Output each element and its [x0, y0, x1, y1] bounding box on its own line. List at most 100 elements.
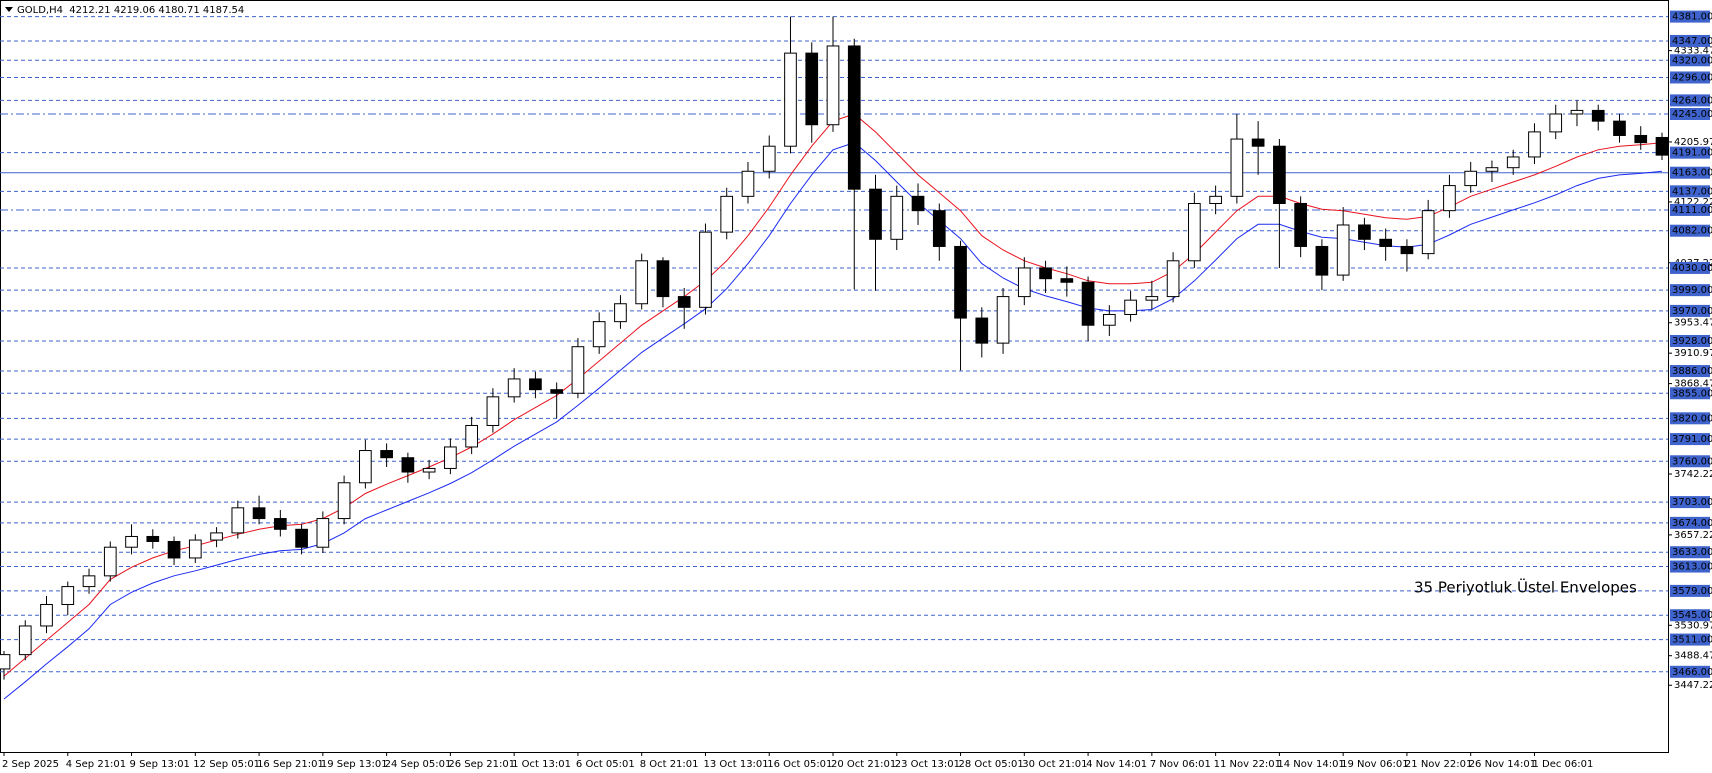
y-tick-label: 3953.47: [1674, 318, 1712, 329]
price-level-tag: [1670, 633, 1710, 646]
price-level-tag: [1670, 433, 1710, 446]
candle-body: [1102, 313, 1116, 326]
x-tick-label: 8 Oct 21:01: [640, 759, 699, 770]
y-tick-label: 3910.97: [1674, 348, 1712, 359]
candle-body: [1400, 245, 1414, 255]
candle-body: [592, 321, 606, 348]
price-level-label: 3760.00: [1672, 456, 1712, 467]
candle-body: [1613, 120, 1626, 136]
price-level-tag: [1670, 166, 1710, 179]
x-tick-label: 16 Oct 05:01: [767, 759, 832, 770]
candle-body: [444, 446, 457, 469]
candle-body: [40, 603, 53, 627]
price-level-label: 4137.00: [1672, 186, 1712, 197]
price-level-label: 3970.00: [1672, 306, 1712, 317]
price-level-tag: [1670, 365, 1710, 378]
x-tick-label: 14 Nov 14:01: [1277, 759, 1344, 770]
price-level-label: 3545.00: [1672, 610, 1712, 621]
price-level-label: 3855.00: [1672, 388, 1712, 399]
y-tick-label: 3447.22: [1674, 680, 1712, 691]
price-level-tag: [1670, 284, 1710, 297]
x-tick-label: 26 Nov 14:01: [1469, 759, 1536, 770]
x-tick-label: 7 Nov 06:01: [1150, 759, 1211, 770]
candle-body: [188, 539, 202, 559]
candle-body: [954, 245, 967, 319]
candle-body: [826, 45, 840, 126]
candle-body: [1379, 238, 1393, 247]
price-level-label: 4163.00: [1672, 168, 1712, 179]
candle-body: [1358, 224, 1371, 240]
x-tick-label: 28 Oct 05:01: [959, 759, 1024, 770]
price-level-tag: [1670, 496, 1710, 509]
candle-body: [1549, 113, 1563, 133]
candle-body: [1336, 224, 1350, 276]
candle-body: [295, 528, 308, 548]
price-level-tag: [1670, 146, 1710, 159]
x-tick-label: 23 Oct 13:01: [895, 759, 960, 770]
x-tick-label: 11 Nov 22:01: [1214, 759, 1281, 770]
candle-body: [1294, 202, 1307, 247]
price-level-tag: [1670, 107, 1710, 120]
price-level-tag: [1670, 224, 1710, 237]
price-level-label: 3820.00: [1672, 413, 1712, 424]
price-level-label: 4030.00: [1672, 263, 1712, 274]
candle-body: [699, 231, 712, 308]
x-tick-label: 1 Oct 13:01: [512, 759, 571, 770]
y-tick-label: 3488.47: [1674, 651, 1712, 662]
candle-body: [82, 575, 96, 588]
price-level-tag: [1670, 261, 1710, 274]
price-level-tag: [1670, 609, 1710, 622]
price-level-tag: [1670, 455, 1710, 468]
candle-body: [741, 170, 755, 197]
candle-body: [996, 296, 1010, 344]
price-level-tag: [1670, 387, 1710, 400]
candle-body: [762, 145, 776, 172]
candle-body: [486, 396, 500, 426]
candle-body: [125, 535, 138, 548]
candle-body: [1209, 195, 1222, 204]
y-tick-label: 3530.97: [1674, 620, 1712, 631]
x-tick-label: 19 Nov 06:01: [1341, 759, 1408, 770]
price-level-tag: [1670, 94, 1710, 107]
menu-arrow[interactable]: [5, 7, 13, 12]
x-tick-label: 1 Dec 06:01: [1532, 759, 1593, 770]
price-level-label: 3613.00: [1672, 562, 1712, 573]
candle-body: [1060, 278, 1074, 283]
price-level-tag: [1670, 203, 1710, 216]
indicator-annotation: 35 Periyotluk Üstel Envelopes: [1414, 578, 1637, 597]
candle-body: [210, 532, 223, 541]
y-tick-label: 4333.47: [1674, 46, 1712, 57]
price-level-tag: [1670, 54, 1710, 67]
price-level-label: 4347.00: [1672, 36, 1712, 47]
candle-body: [422, 467, 436, 473]
candle-body: [869, 188, 882, 240]
candle-body: [677, 296, 691, 308]
price-level-label: 3928.00: [1672, 336, 1712, 347]
candle-body: [465, 424, 478, 448]
x-tick-label: 9 Sep 13:01: [130, 759, 190, 770]
candle-body: [911, 195, 925, 212]
price-level-tag: [1670, 334, 1710, 347]
candle-body: [337, 482, 351, 520]
candle-body: [550, 389, 564, 394]
price-level-label: 4264.00: [1672, 95, 1712, 106]
x-tick-label: 21 Nov 22:01: [1405, 759, 1472, 770]
candle-body: [231, 507, 245, 534]
candle-body: [61, 586, 75, 605]
price-level-label: 3633.00: [1672, 547, 1712, 558]
price-level-tag: [1670, 546, 1710, 559]
candle-body: [1315, 245, 1329, 276]
candle-body: [1039, 267, 1052, 280]
price-level-label: 3791.00: [1672, 434, 1712, 445]
price-level-label: 3703.00: [1672, 497, 1712, 508]
candle-body: [1081, 281, 1095, 326]
y-tick-label: 4122.22: [1674, 197, 1712, 208]
candle-body: [167, 540, 181, 559]
plot-frame: [0, 0, 1669, 753]
candle-body: [720, 195, 734, 233]
price-level-label: 4381.00: [1672, 12, 1712, 23]
price-level-tag: [1670, 584, 1710, 597]
candle-body: [252, 507, 266, 520]
candle-body: [932, 210, 946, 247]
